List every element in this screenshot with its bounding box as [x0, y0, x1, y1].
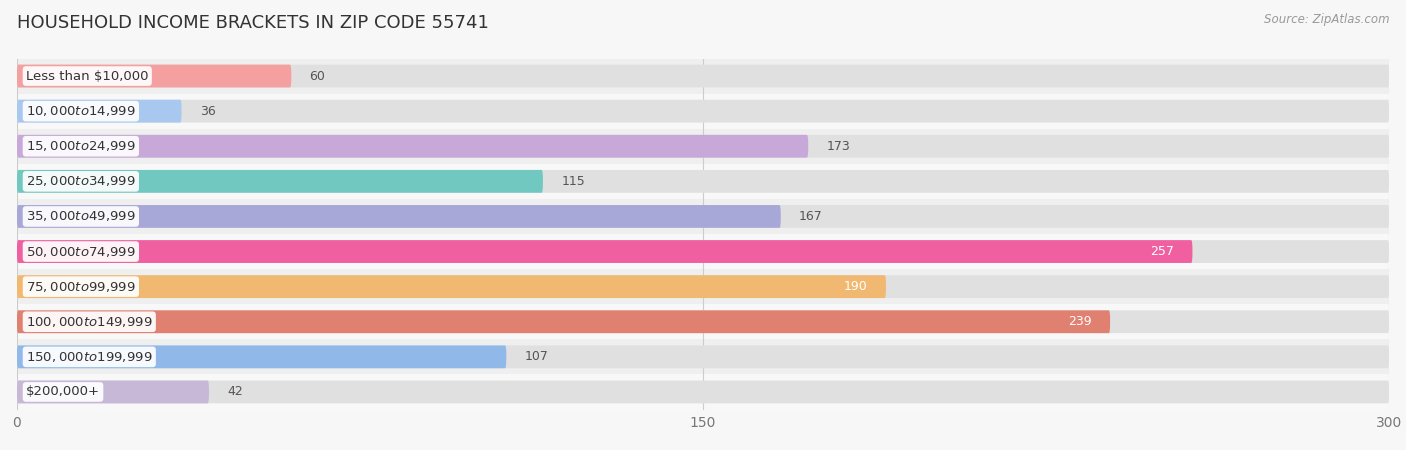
- FancyBboxPatch shape: [17, 170, 543, 193]
- Bar: [17, 164, 1389, 199]
- Text: 173: 173: [827, 140, 851, 153]
- FancyBboxPatch shape: [17, 135, 1389, 158]
- FancyBboxPatch shape: [17, 135, 808, 158]
- Bar: [17, 199, 1389, 234]
- Text: $35,000 to $49,999: $35,000 to $49,999: [27, 209, 136, 224]
- Text: Less than $10,000: Less than $10,000: [27, 70, 149, 82]
- Bar: [17, 129, 1389, 164]
- Text: $10,000 to $14,999: $10,000 to $14,999: [27, 104, 136, 118]
- Text: Source: ZipAtlas.com: Source: ZipAtlas.com: [1264, 14, 1389, 27]
- FancyBboxPatch shape: [17, 65, 291, 87]
- Text: $50,000 to $74,999: $50,000 to $74,999: [27, 244, 136, 259]
- FancyBboxPatch shape: [17, 310, 1111, 333]
- Bar: [17, 374, 1389, 410]
- FancyBboxPatch shape: [17, 275, 886, 298]
- FancyBboxPatch shape: [17, 170, 1389, 193]
- FancyBboxPatch shape: [17, 381, 1389, 403]
- Bar: [17, 234, 1389, 269]
- Text: 190: 190: [844, 280, 868, 293]
- Text: 36: 36: [200, 105, 215, 117]
- Text: 167: 167: [799, 210, 823, 223]
- FancyBboxPatch shape: [17, 100, 181, 122]
- FancyBboxPatch shape: [17, 346, 506, 368]
- FancyBboxPatch shape: [17, 346, 1389, 368]
- FancyBboxPatch shape: [17, 100, 1389, 122]
- FancyBboxPatch shape: [17, 240, 1192, 263]
- Text: 257: 257: [1150, 245, 1174, 258]
- FancyBboxPatch shape: [17, 275, 1389, 298]
- FancyBboxPatch shape: [17, 205, 780, 228]
- Bar: [17, 58, 1389, 94]
- FancyBboxPatch shape: [17, 381, 209, 403]
- Text: HOUSEHOLD INCOME BRACKETS IN ZIP CODE 55741: HOUSEHOLD INCOME BRACKETS IN ZIP CODE 55…: [17, 14, 489, 32]
- Bar: [17, 304, 1389, 339]
- FancyBboxPatch shape: [17, 240, 1389, 263]
- Text: $100,000 to $149,999: $100,000 to $149,999: [27, 315, 153, 329]
- Text: 115: 115: [561, 175, 585, 188]
- FancyBboxPatch shape: [17, 65, 1389, 87]
- Text: $200,000+: $200,000+: [27, 386, 100, 398]
- Text: $25,000 to $34,999: $25,000 to $34,999: [27, 174, 136, 189]
- FancyBboxPatch shape: [17, 310, 1389, 333]
- Bar: [17, 269, 1389, 304]
- Text: $15,000 to $24,999: $15,000 to $24,999: [27, 139, 136, 153]
- Text: $150,000 to $199,999: $150,000 to $199,999: [27, 350, 153, 364]
- Bar: [17, 94, 1389, 129]
- Text: 239: 239: [1069, 315, 1092, 328]
- Bar: [17, 339, 1389, 374]
- Text: 107: 107: [524, 351, 548, 363]
- Text: 60: 60: [309, 70, 326, 82]
- FancyBboxPatch shape: [17, 205, 1389, 228]
- Text: $75,000 to $99,999: $75,000 to $99,999: [27, 279, 136, 294]
- Text: 42: 42: [228, 386, 243, 398]
